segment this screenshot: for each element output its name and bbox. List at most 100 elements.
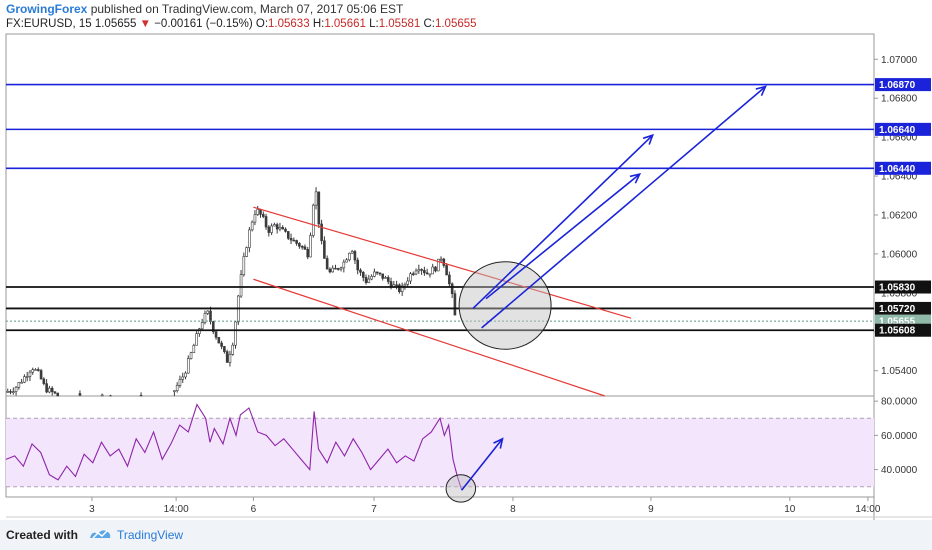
rsi-arrow [461,437,504,491]
candle-body [306,249,310,258]
candle-body [45,383,48,393]
tradingview-brand[interactable]: TradingView [117,528,184,542]
candle-body [234,321,237,346]
candle-body [428,273,432,276]
candle-body [448,274,451,285]
candle-body [431,266,435,275]
candle-body [325,258,329,270]
candle-body [261,214,265,217]
candles-group [6,187,457,397]
highlight-circle [458,261,552,350]
time-tick-label: 10 [784,504,796,515]
candle-body [378,272,382,275]
level-badge-label: 1.05720 [879,304,916,315]
author-link[interactable]: GrowingForex [6,2,88,16]
level-badge-1.06870 [875,78,931,92]
level-badge-1.06440 [875,161,931,175]
price-tick-label: 1.05400 [881,366,918,377]
candle-body [356,259,360,271]
footer-bar: Created with TradingView [0,520,932,550]
candle-body [245,247,248,257]
candle-body [203,313,207,323]
level-badge-1.05608 [875,323,931,337]
level-badge-label: 1.06440 [879,164,916,175]
price-change: −0.00161 (−0.15%) [154,18,253,30]
candle-body [414,270,418,275]
symbol-name[interactable]: FX:EURUSD, 15 [6,18,92,30]
created-with-text: Created with [6,528,79,542]
candle-body [34,369,37,371]
candle-body [211,321,215,332]
candle-body [434,266,437,272]
candle-body [50,387,54,393]
candle-body [36,369,40,371]
candle-body [48,387,51,393]
candle-body [189,352,193,359]
rsi-tick-label: 80.0000 [881,397,918,408]
candle-body [381,273,385,279]
time-tick-label: 3 [89,504,95,515]
candle-body [6,391,10,393]
candle-body [292,239,296,242]
candle-body [409,273,412,282]
candle-body [14,386,18,393]
candle-body [398,284,401,292]
candle-body [175,385,179,391]
candle-body [317,191,321,225]
candle-body [42,378,46,384]
price-tick-label: 1.06600 [881,133,918,144]
open-label: O: [255,18,269,30]
candle-body [425,272,429,275]
candle-body [275,224,279,230]
candle-body [281,227,285,230]
symbol-info-line: FX:EURUSD, 15 1.05655 ▼ −0.00161 (−0.15%… [6,18,477,30]
candle-body [209,310,212,322]
candle-body [309,235,312,258]
price-tick-label: 1.05800 [881,288,918,299]
candle-body [184,372,187,378]
price-tick-label: 1.06800 [881,94,918,105]
time-tick-label: 7 [371,504,377,515]
candle-body [420,269,423,271]
candle-body [173,390,176,392]
projection-arrow-1 [472,133,654,309]
candle-body [195,333,198,346]
candle-body [264,216,268,228]
price-tick-label: 1.07000 [881,55,918,66]
candle-body [331,267,335,273]
rsi-band [6,418,874,487]
candle-body [20,381,23,384]
candle-body [311,204,315,236]
projection-arrow-2 [485,172,642,300]
candle-body [373,271,376,277]
close-label: C: [423,18,435,30]
price-tick-label: 1.06000 [881,249,918,260]
candle-body [256,209,260,215]
candle-body [359,269,362,273]
level-badge-1.05830 [875,280,931,294]
price-tick-label: 1.06400 [881,172,918,183]
tradingview-logo-icon [90,530,111,539]
candle-body [320,223,323,242]
time-tick-label: 14:00 [164,504,189,515]
candle-body [259,209,262,215]
open-value: 1.05633 [268,18,310,30]
candle-body [314,191,318,206]
candle-body [411,273,415,276]
candle-body [442,258,446,266]
channel-lower-line [253,278,606,397]
candle-body [270,225,273,233]
candle-body [303,246,307,250]
candle-body [367,278,371,283]
rsi-line [5,403,463,491]
level-badge-1.06640 [875,122,931,136]
candle-body [439,258,443,261]
time-tick-label: 14:00 [855,504,880,515]
candle-body [186,358,190,374]
candle-body [200,322,204,330]
candle-body [198,328,201,334]
candle-body [348,252,351,261]
down-triangle-icon: ▼ [139,18,152,30]
candle-body [225,351,229,363]
